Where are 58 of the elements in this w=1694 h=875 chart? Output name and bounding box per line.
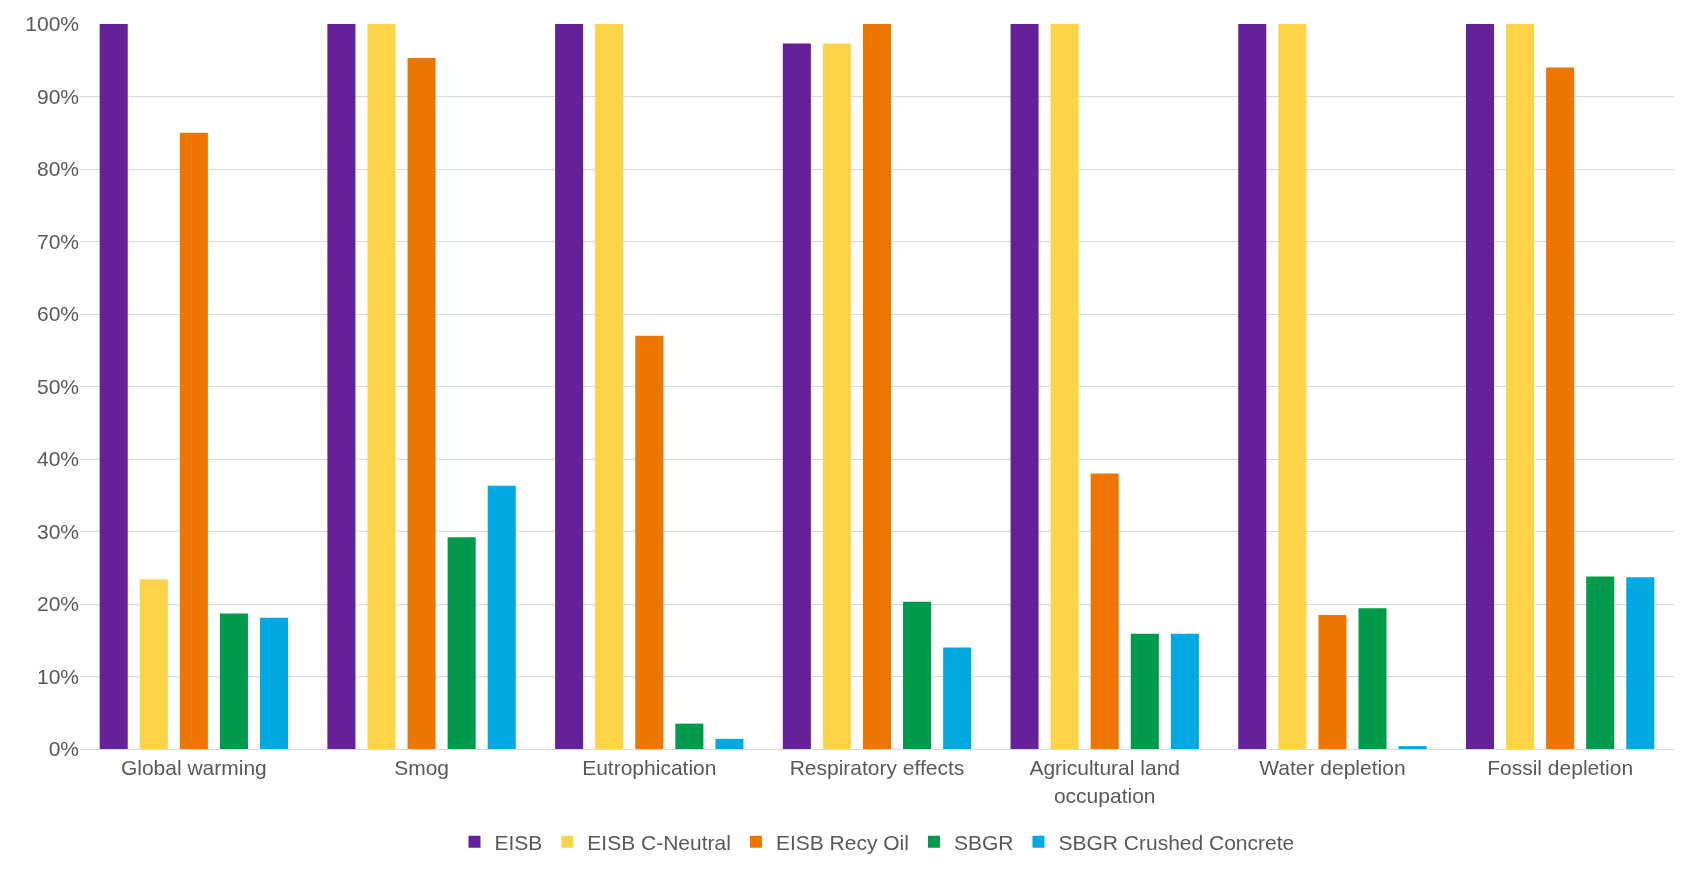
bar — [822, 43, 851, 749]
bar — [1170, 633, 1199, 749]
bar — [487, 485, 516, 749]
bar — [447, 537, 476, 749]
bar — [1626, 577, 1655, 749]
bar — [1238, 24, 1267, 749]
bar — [943, 647, 972, 749]
y-tick-label: 80% — [36, 157, 79, 181]
y-tick-label: 20% — [36, 592, 79, 616]
legend-label: SBGR — [953, 830, 1014, 854]
x-tick-label: Global warming — [120, 756, 267, 780]
y-tick-label: 90% — [36, 84, 79, 108]
legend-label: EISB Recy Oil — [775, 830, 909, 854]
bar — [259, 617, 289, 749]
bar — [1130, 633, 1159, 749]
bar — [635, 335, 664, 749]
x-tick-label: Water depletion — [1259, 756, 1406, 780]
bar — [367, 24, 396, 749]
bar — [555, 24, 584, 749]
legend-label: EISB C-Neutral — [587, 830, 731, 854]
legend-label: SBGR Crushed Concrete — [1058, 830, 1295, 854]
y-tick-label: 100% — [25, 12, 79, 36]
bar — [99, 24, 128, 749]
y-tick-label: 0% — [48, 737, 79, 761]
legend-label: EISB — [494, 830, 543, 854]
bar — [139, 579, 168, 749]
bar — [1050, 24, 1079, 749]
bar — [782, 43, 811, 749]
bar — [903, 601, 932, 749]
bar — [1358, 608, 1387, 749]
y-tick-label: 60% — [36, 302, 79, 326]
bar — [1398, 746, 1427, 749]
bar — [1278, 24, 1307, 749]
y-tick-label: 30% — [36, 519, 79, 543]
bar — [1586, 576, 1615, 749]
x-tick-label: Fossil depletion — [1487, 756, 1634, 780]
y-tick-label: 40% — [36, 447, 79, 471]
x-tick-label: Agricultural land occupation — [1029, 756, 1181, 807]
x-tick-label: Eutrophication — [582, 756, 717, 780]
bar — [675, 723, 704, 749]
x-tick-label: Respiratory effects — [789, 756, 965, 780]
bar — [1010, 24, 1039, 749]
y-tick-label: 10% — [36, 664, 79, 688]
bar — [595, 24, 624, 749]
bar — [407, 58, 436, 749]
y-tick-label: 70% — [36, 229, 79, 253]
bar — [327, 24, 356, 749]
bar — [1318, 614, 1347, 749]
bar — [1506, 24, 1535, 749]
bar — [1090, 473, 1119, 749]
x-tick-label: Smog — [394, 756, 449, 780]
bar — [715, 738, 744, 749]
y-tick-label: 50% — [36, 374, 79, 398]
bar — [1546, 67, 1575, 749]
bar — [862, 24, 892, 749]
bar — [1465, 24, 1495, 749]
bar — [219, 613, 248, 749]
bar — [179, 132, 208, 749]
